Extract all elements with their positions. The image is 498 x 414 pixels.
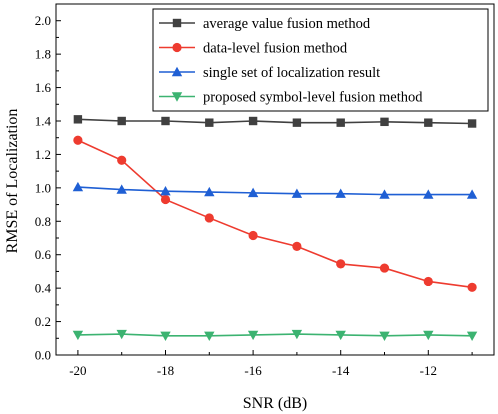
- data-point: [161, 116, 170, 126]
- series-line: [77, 139, 473, 289]
- data-point: [423, 330, 434, 341]
- data-point: [336, 118, 345, 127]
- data-point: [72, 181, 84, 192]
- legend-marker: [172, 42, 182, 53]
- series-3: [72, 181, 478, 199]
- legend-entry: data-level fusion method: [159, 41, 348, 57]
- data-point: [116, 184, 127, 194]
- series-line: [77, 118, 473, 125]
- data-point: [292, 241, 302, 251]
- y-axis-title: RMSE of Localization: [4, 109, 21, 254]
- legend-box: [152, 8, 489, 112]
- data-point: [379, 331, 390, 341]
- data-point: [467, 282, 477, 292]
- data-point: [247, 330, 259, 341]
- y-tick-label: 1.8: [35, 47, 51, 62]
- series-line: [77, 333, 473, 337]
- data-point: [72, 330, 84, 341]
- data-point: [379, 263, 390, 273]
- data-point: [291, 329, 303, 340]
- y-tick-label: 0.6: [35, 247, 52, 262]
- series-line: [77, 186, 473, 196]
- data-point: [248, 116, 258, 126]
- data-point: [204, 186, 215, 197]
- series-1: [73, 115, 477, 128]
- data-point: [466, 189, 478, 199]
- data-point: [248, 230, 258, 241]
- data-point: [204, 331, 215, 341]
- data-point: [73, 135, 83, 145]
- data-point: [247, 187, 259, 198]
- legend-label: single set of localization result: [203, 65, 380, 81]
- series-2: [73, 135, 477, 292]
- data-point: [424, 118, 433, 127]
- data-point: [336, 259, 346, 269]
- legend-label: proposed symbol-level fusion method: [203, 90, 423, 106]
- data-point: [205, 118, 214, 127]
- legend-marker: [172, 18, 182, 28]
- y-tick-label: 0.0: [35, 348, 51, 363]
- legend-label: data-level fusion method: [203, 41, 348, 57]
- x-tick-label: -20: [69, 363, 86, 378]
- y-tick-label: 0.8: [35, 214, 51, 229]
- y-tick-label: 2.0: [35, 13, 51, 28]
- data-point: [160, 194, 171, 205]
- data-point: [380, 117, 389, 127]
- data-point: [423, 276, 433, 287]
- y-tick-label: 1.2: [35, 147, 51, 162]
- x-axis-title: SNR (dB): [243, 395, 307, 412]
- data-point: [73, 115, 83, 124]
- data-point: [466, 331, 478, 341]
- y-tick-label: 1.0: [35, 180, 51, 195]
- x-tick-label: -14: [332, 363, 350, 378]
- data-point: [467, 119, 477, 128]
- y-tick-label: 1.6: [35, 80, 52, 95]
- data-point: [379, 189, 390, 199]
- data-point: [335, 330, 346, 341]
- legend-entry: single set of localization result: [159, 65, 380, 81]
- x-tick-label: -18: [157, 363, 174, 378]
- legend-marker: [171, 92, 183, 102]
- data-point: [335, 188, 346, 198]
- data-point: [117, 155, 127, 165]
- data-point: [160, 186, 171, 196]
- data-point: [116, 329, 127, 340]
- legend-label: average value fusion method: [203, 16, 371, 32]
- plot-frame: [55, 3, 495, 356]
- data-point: [291, 188, 303, 198]
- x-tick-label: -16: [244, 363, 262, 378]
- y-tick-label: 1.4: [35, 114, 52, 129]
- data-point: [117, 116, 126, 126]
- legend-entry: proposed symbol-level fusion method: [159, 90, 423, 106]
- series-4: [72, 329, 478, 341]
- data-point: [204, 213, 214, 223]
- data-point: [292, 118, 302, 127]
- data-point: [423, 189, 434, 199]
- y-tick-label: 0.2: [35, 314, 51, 329]
- legend-entry: average value fusion method: [159, 16, 371, 32]
- x-tick-label: -12: [420, 363, 437, 378]
- legend-marker: [171, 66, 183, 77]
- y-tick-label: 0.4: [35, 281, 52, 296]
- data-point: [160, 331, 171, 341]
